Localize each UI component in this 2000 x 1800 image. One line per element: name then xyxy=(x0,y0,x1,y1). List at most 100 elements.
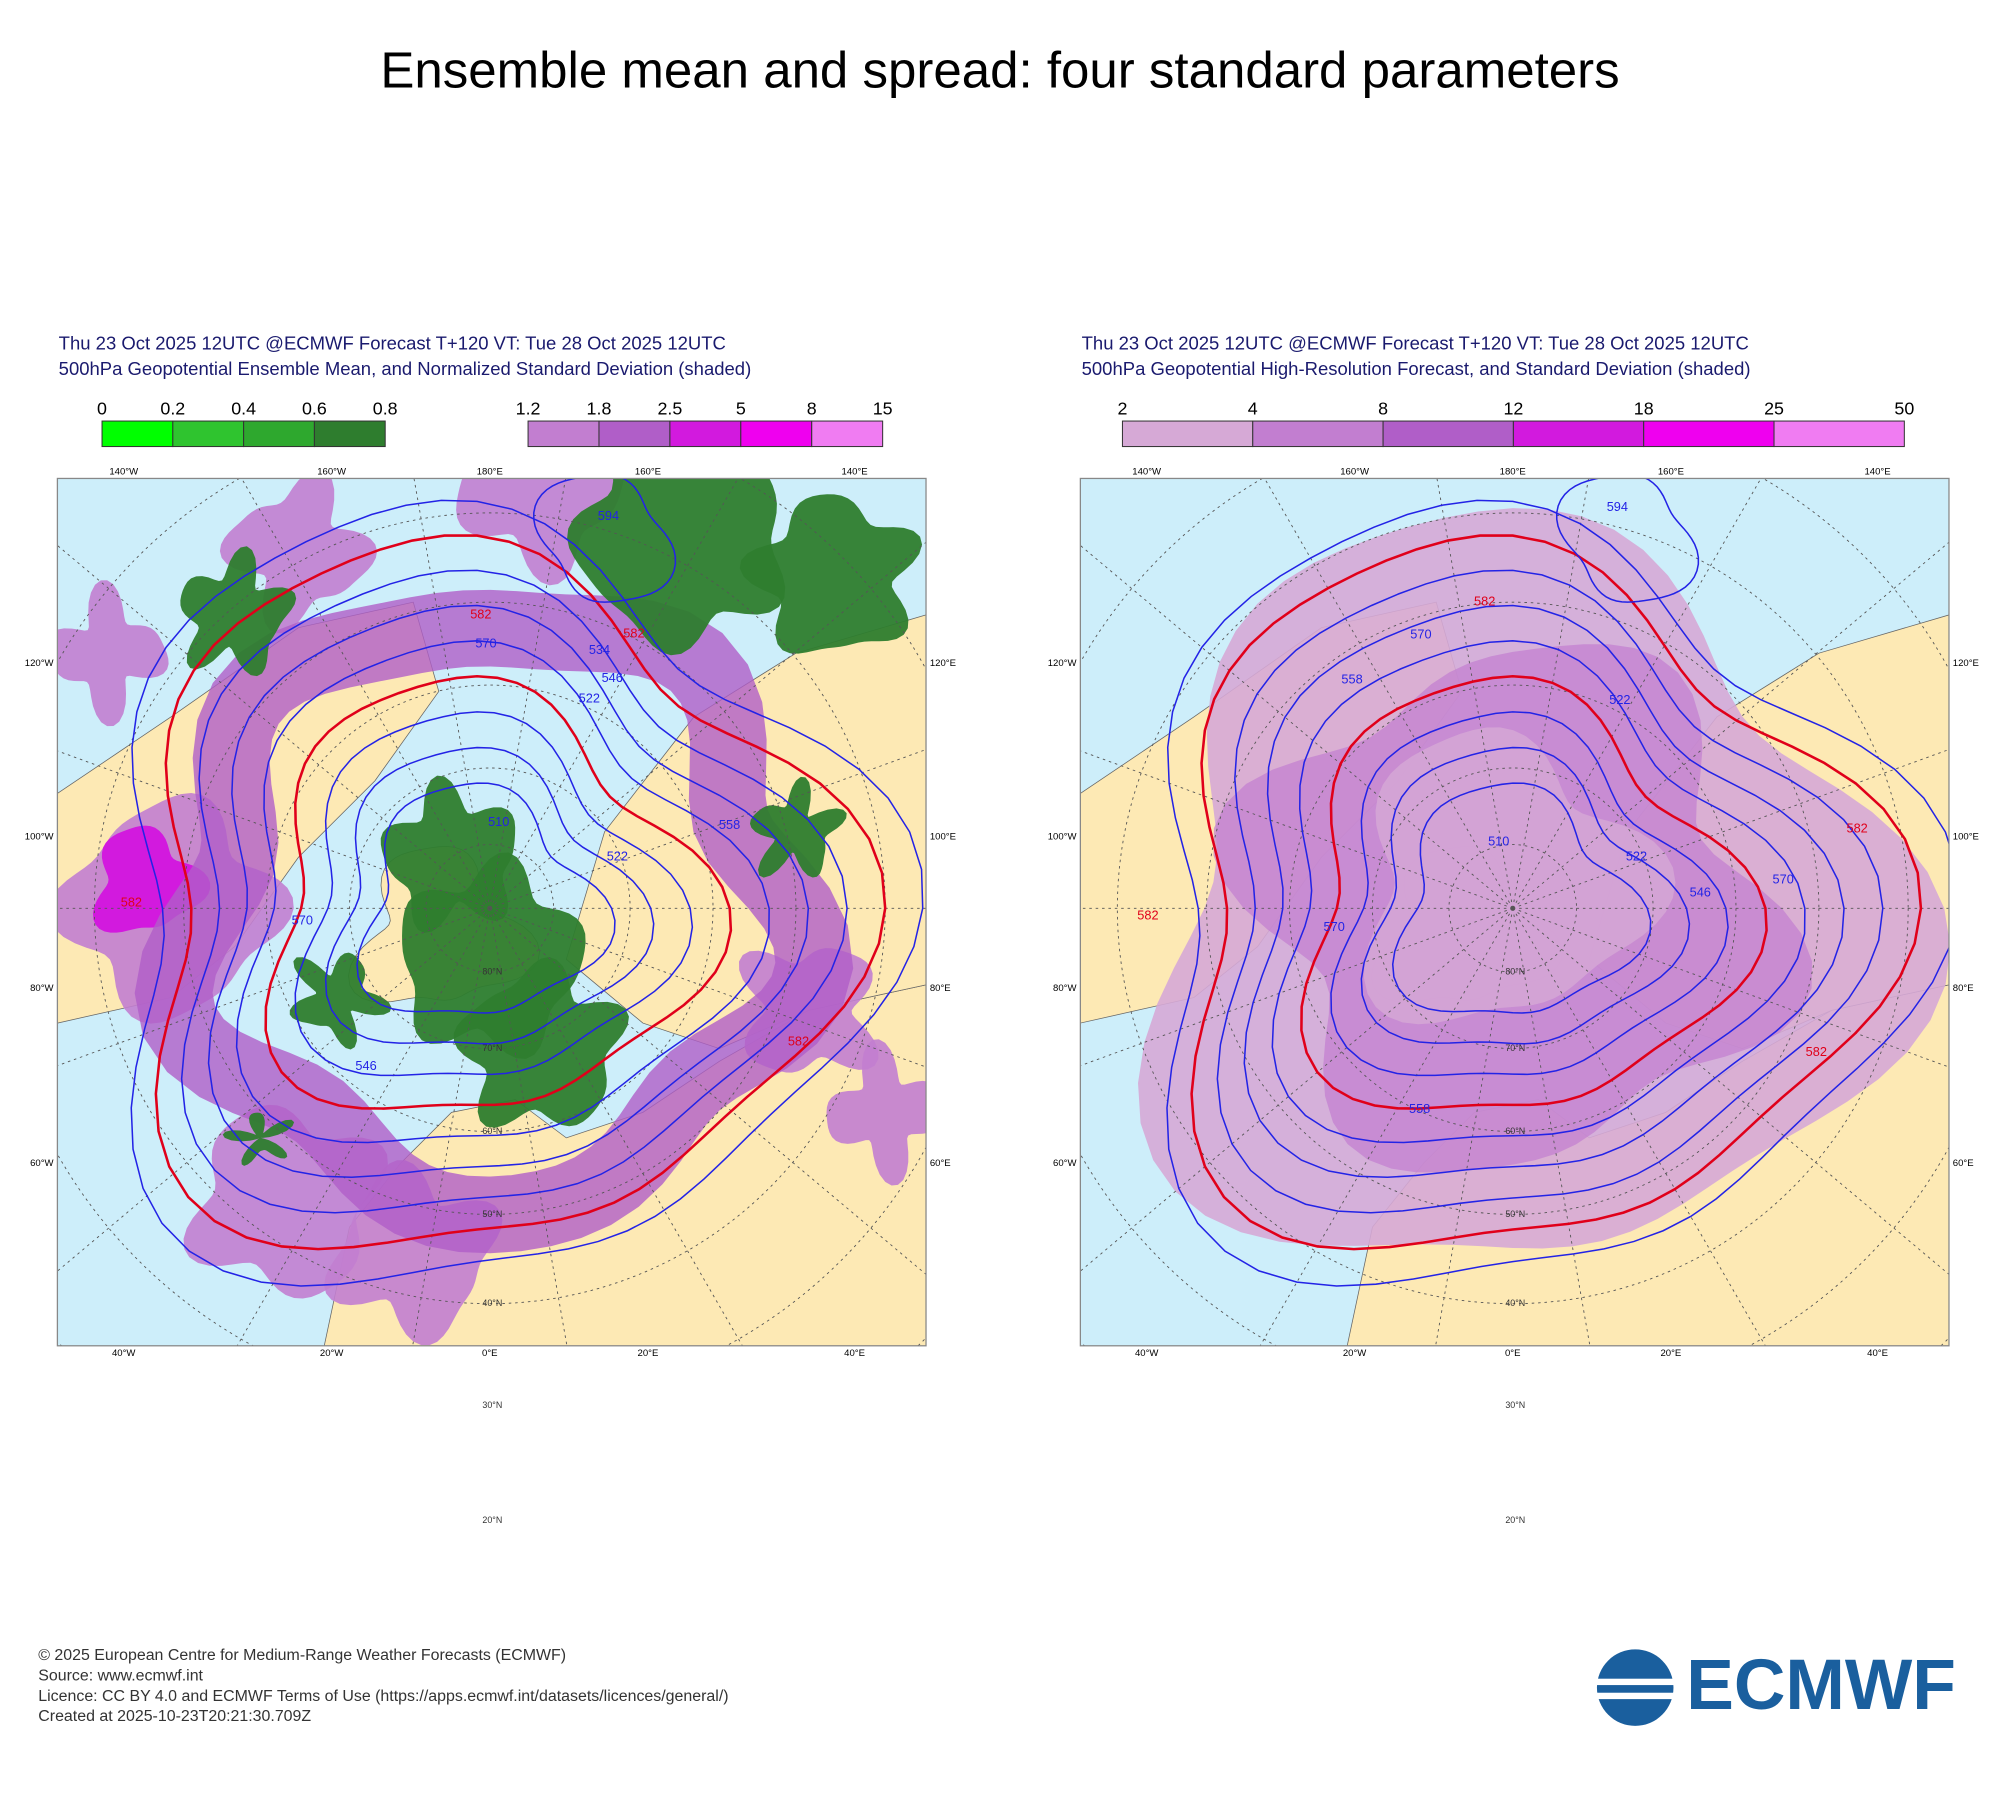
spread-shading xyxy=(57,580,169,727)
lat-label: 40°N xyxy=(1505,1298,1525,1308)
colorbar-swatch xyxy=(101,420,174,448)
colorbar-swatch xyxy=(1252,420,1384,448)
contour-label: 582 xyxy=(623,625,644,640)
logo-text: ECMWF xyxy=(1686,1645,1956,1725)
mean-ratio-shading xyxy=(750,776,847,878)
meridian xyxy=(489,541,927,909)
contour-label: 582 xyxy=(1806,1044,1827,1059)
colorbar-tick-label: 0 xyxy=(97,398,107,418)
contour-label: 534 xyxy=(589,642,610,657)
contour-label: 522 xyxy=(1609,692,1630,707)
lon-label: 180°E xyxy=(1500,467,1526,478)
lon-label: 0°E xyxy=(482,1348,498,1359)
colorbar-tick-label: 12 xyxy=(1503,398,1523,418)
colorbar-swatch xyxy=(243,420,315,448)
colorbar-swatch xyxy=(811,420,884,448)
meridian xyxy=(1435,908,1514,1346)
lon-label: 140°W xyxy=(1132,467,1161,478)
colorbar-swatch xyxy=(1643,420,1775,448)
contour-red xyxy=(1300,674,1768,1110)
contour-blue xyxy=(235,640,770,1144)
colorbar-swatch xyxy=(1382,420,1514,448)
lon-label: 20°W xyxy=(320,1348,343,1359)
contour-blue xyxy=(1555,478,1700,603)
lon-label: 40°E xyxy=(1867,1348,1888,1359)
panel-header: Thu 23 Oct 2025 12UTC @ECMWF Forecast T+… xyxy=(1082,332,1749,353)
colorbar-tick-label: 8 xyxy=(1378,398,1388,418)
mean-ratio-shading xyxy=(739,494,923,654)
lat-label: 60°N xyxy=(1505,1126,1525,1136)
contour-blue xyxy=(294,711,694,1077)
meridian xyxy=(489,907,927,1068)
contour-blue xyxy=(130,499,924,1287)
contour-label: 510 xyxy=(1488,833,1509,848)
mean-ratio-shading xyxy=(380,775,516,933)
contour-blue xyxy=(1166,499,1949,1287)
map-frame xyxy=(56,477,927,1347)
map: 582 582 582 582 570 570 558 546 546 534 522 522 510 5… xyxy=(57,478,927,1346)
panel-header: Thu 23 Oct 2025 12UTC @ECMWF Forecast T+… xyxy=(59,332,726,353)
lon-label: 60°E xyxy=(930,1158,951,1169)
colorbar-swatch xyxy=(598,420,671,448)
contour-blue xyxy=(1216,569,1884,1214)
colorbar-swatch xyxy=(669,420,742,448)
lon-label: 140°E xyxy=(1864,467,1890,478)
meridian xyxy=(57,750,490,909)
lon-label: 60°W xyxy=(1053,1158,1076,1169)
lon-label: 20°W xyxy=(1343,1348,1366,1359)
contour-label: 522 xyxy=(607,849,628,864)
lon-label: 100°E xyxy=(930,831,956,842)
meridian xyxy=(57,907,490,1067)
meridian xyxy=(489,478,567,909)
colorbar-tick-label: 2.5 xyxy=(657,398,682,418)
lon-label: 160°W xyxy=(1340,467,1369,478)
colorbar-tick-label: 0.2 xyxy=(160,398,185,418)
contour-blue xyxy=(1330,711,1729,1077)
spread-shading xyxy=(826,1039,927,1186)
contour-label: 558 xyxy=(1409,1101,1430,1116)
lon-label: 0°E xyxy=(1505,1348,1521,1359)
meridian xyxy=(57,544,491,909)
contour-label: 546 xyxy=(602,670,623,685)
panel-header: 500hPa Geopotential Ensemble Mean, and N… xyxy=(59,358,752,379)
contour-red xyxy=(1190,534,1923,1251)
meridian xyxy=(1512,907,1949,1068)
lon-label: 100°E xyxy=(1953,831,1979,842)
contour-label: 582 xyxy=(1474,594,1495,609)
meridian xyxy=(413,478,491,909)
contour-label: 582 xyxy=(788,1034,809,1049)
footer-line: © 2025 European Centre for Medium-Range … xyxy=(38,1647,566,1664)
contour-label: 582 xyxy=(121,895,142,910)
footer-line: Created at 2025-10-23T20:21:30.709Z xyxy=(38,1708,311,1725)
contour-blue xyxy=(1360,746,1691,1045)
colorbar-tick-label: 25 xyxy=(1764,398,1784,418)
colorbar-tick-label: 4 xyxy=(1248,398,1258,418)
mean-ratio-shading xyxy=(289,952,392,1050)
lon-label: 40°W xyxy=(112,1348,135,1359)
colorbar-tick-label: 50 xyxy=(1894,398,1914,418)
mean-ratio-shading xyxy=(222,1112,295,1166)
colorbar-tick-label: 1.2 xyxy=(516,398,541,418)
footer-line: Source: www.ecmwf.int xyxy=(38,1667,203,1684)
lat-label: 80°N xyxy=(482,966,502,976)
colorbar-swatch xyxy=(740,420,813,448)
mean-ratio-shading xyxy=(567,478,786,656)
map-frame xyxy=(1079,477,1950,1347)
contour-label: 570 xyxy=(1410,627,1431,642)
meridian xyxy=(1264,478,1514,909)
spread-shading xyxy=(219,478,378,634)
colorbar-tick-label: 8 xyxy=(807,398,817,418)
lon-label: 160°E xyxy=(1658,467,1684,478)
colorbar-tick-label: 5 xyxy=(736,398,746,418)
contour-label: 582 xyxy=(1137,907,1158,922)
lon-label: 120°W xyxy=(1048,658,1077,669)
contour-label: 570 xyxy=(292,912,313,927)
lat-label: 20°N xyxy=(482,1515,502,1525)
contour-label: 522 xyxy=(579,690,600,705)
meridian xyxy=(412,908,491,1346)
meridian xyxy=(1080,544,1514,909)
colorbar-tick-label: 2 xyxy=(1117,398,1127,418)
lon-label: 140°E xyxy=(842,467,868,478)
colorbar-tick-label: 1.8 xyxy=(587,398,612,418)
